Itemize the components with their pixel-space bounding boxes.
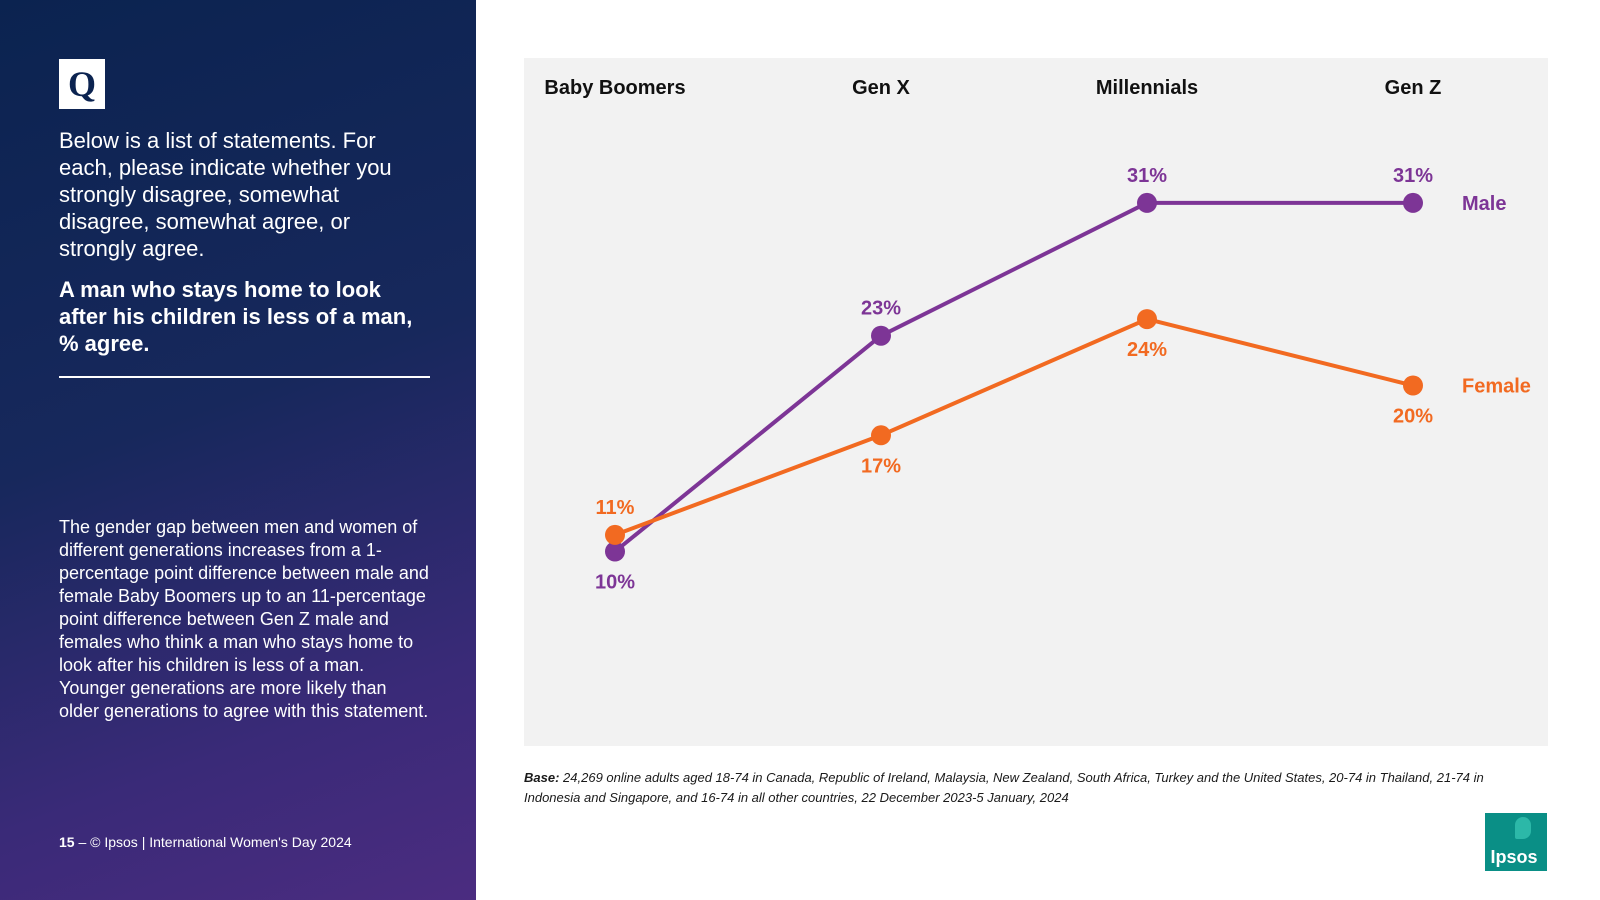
data-label-male-gen-x: 23% [861, 298, 901, 320]
page-number: 15 [59, 834, 75, 850]
legend-label-male: Male [1462, 193, 1506, 215]
chart-background [524, 58, 1548, 746]
data-label-male-baby-boomers: 10% [595, 572, 635, 594]
category-label-gen-x: Gen X [852, 77, 910, 99]
data-label-female-millennials: 24% [1127, 339, 1167, 361]
logo-bubble-icon [1515, 817, 1531, 839]
data-point-female-gen-x [871, 425, 891, 446]
data-label-male-millennials: 31% [1127, 165, 1167, 187]
category-label-millennials: Millennials [1096, 77, 1198, 99]
category-label-baby-boomers: Baby Boomers [544, 77, 685, 99]
statement-text: A man who stays home to look after his c… [59, 277, 413, 356]
data-label-male-gen-z: 31% [1393, 165, 1433, 187]
legend-label-female: Female [1462, 376, 1531, 398]
data-point-male-millennials [1137, 192, 1157, 213]
base-note: Base: 24,269 online adults aged 18-74 in… [524, 768, 1534, 808]
logo-text: Ipsos [1490, 847, 1538, 867]
question-badge-letter: Q [67, 64, 96, 104]
data-point-male-baby-boomers [605, 541, 625, 562]
category-label-gen-z: Gen Z [1385, 77, 1442, 99]
data-label-female-gen-z: 20% [1393, 406, 1433, 428]
ipsos-logo: Ipsos [1485, 813, 1547, 871]
data-point-female-millennials [1137, 309, 1157, 330]
data-point-female-gen-z [1403, 375, 1423, 396]
series-line-male [613, 200, 1413, 554]
question-badge: Q [59, 59, 105, 109]
base-note-text: 24,269 online adults aged 18-74 in Canad… [524, 770, 1484, 805]
footer-text: – © Ipsos | International Women's Day 20… [74, 834, 352, 850]
data-label-female-baby-boomers: 11% [596, 497, 635, 519]
footer: 15 – © Ipsos | International Women's Day… [59, 833, 459, 851]
divider [59, 376, 430, 378]
question-panel: Q Below is a list of statements. For eac… [0, 0, 476, 900]
insight-text: The gender gap between men and women of … [59, 517, 429, 721]
base-note-label: Base: [524, 770, 560, 785]
question-text: Below is a list of statements. For each,… [59, 128, 392, 261]
data-label-female-gen-x: 17% [861, 455, 901, 477]
data-point-male-gen-z [1403, 192, 1423, 213]
data-point-female-baby-boomers [605, 524, 625, 545]
series-line-female [614, 317, 1414, 537]
data-point-male-gen-x [871, 325, 891, 346]
